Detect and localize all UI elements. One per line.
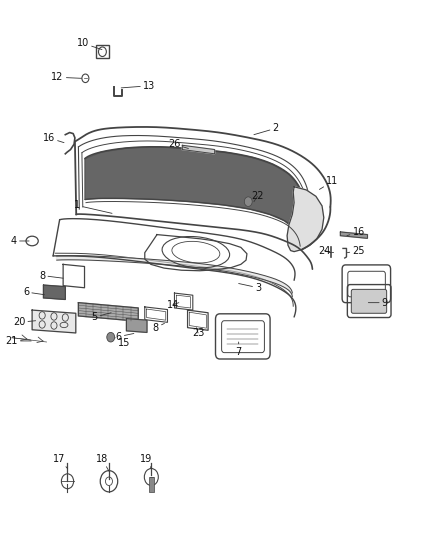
- FancyBboxPatch shape: [351, 289, 387, 313]
- Text: 4: 4: [11, 236, 29, 246]
- Text: 14: 14: [167, 300, 179, 310]
- Text: 23: 23: [192, 328, 204, 338]
- Polygon shape: [340, 232, 367, 238]
- Text: 25: 25: [347, 246, 365, 255]
- Text: 21: 21: [5, 336, 31, 346]
- Polygon shape: [32, 310, 76, 333]
- Text: 22: 22: [251, 191, 264, 201]
- Polygon shape: [287, 187, 324, 252]
- Polygon shape: [174, 293, 193, 310]
- Text: 3: 3: [239, 283, 261, 293]
- Text: 15: 15: [115, 338, 131, 348]
- Polygon shape: [182, 146, 215, 154]
- Text: 6: 6: [23, 287, 44, 297]
- Text: 11: 11: [319, 176, 339, 189]
- Text: 1: 1: [74, 200, 112, 213]
- Polygon shape: [57, 256, 292, 297]
- Text: 12: 12: [51, 72, 81, 82]
- Text: 7: 7: [236, 342, 242, 357]
- Circle shape: [107, 333, 115, 342]
- Circle shape: [244, 197, 252, 206]
- Polygon shape: [63, 264, 85, 288]
- Text: 5: 5: [92, 312, 111, 322]
- Text: 16: 16: [347, 227, 365, 237]
- Text: 9: 9: [368, 297, 388, 308]
- Text: 24: 24: [318, 246, 331, 255]
- Text: 2: 2: [254, 123, 279, 135]
- Text: 8: 8: [39, 271, 63, 280]
- Polygon shape: [145, 307, 167, 322]
- Text: 26: 26: [168, 139, 188, 149]
- Text: 10: 10: [77, 38, 102, 50]
- Text: 20: 20: [13, 317, 35, 327]
- Text: 8: 8: [152, 322, 164, 333]
- Polygon shape: [149, 477, 153, 492]
- Polygon shape: [43, 285, 65, 300]
- Text: 6: 6: [116, 332, 134, 342]
- Text: 13: 13: [121, 81, 155, 91]
- Text: 17: 17: [53, 454, 67, 469]
- Text: 19: 19: [140, 454, 152, 469]
- Polygon shape: [187, 310, 208, 330]
- Text: 16: 16: [42, 133, 64, 143]
- Polygon shape: [78, 303, 138, 321]
- Polygon shape: [127, 319, 147, 333]
- Text: 18: 18: [96, 454, 109, 471]
- Polygon shape: [85, 147, 305, 244]
